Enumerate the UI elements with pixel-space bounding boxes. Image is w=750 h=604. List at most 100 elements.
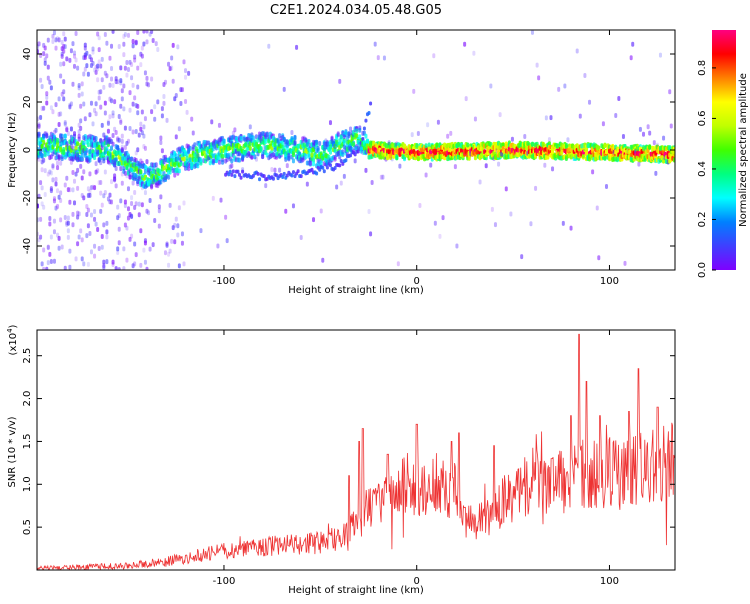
heatmap-cell (123, 199, 127, 205)
heatmap-cell (85, 147, 89, 153)
heatmap-cell (270, 166, 274, 172)
colorbar-gradient (712, 30, 736, 270)
heatmap-cell (116, 204, 120, 210)
heatmap-cell (54, 205, 58, 211)
heatmap-cell (588, 99, 592, 105)
heatmap-cell (369, 231, 373, 237)
heatmap-cell (89, 249, 93, 255)
heatmap-cell (489, 83, 493, 89)
heatmap-cell (86, 71, 90, 77)
colorbar-ticks: 0.0 0.2 0.4 0.6 0.8 (697, 60, 716, 278)
heatmap-cell (68, 248, 72, 254)
heatmap-cell (290, 130, 294, 136)
heatmap-cell (126, 206, 130, 212)
heatmap-cell (159, 135, 163, 141)
heatmap-cell (125, 72, 129, 78)
heatmap-cell (37, 41, 41, 47)
heatmap-cell (43, 191, 47, 197)
heatmap-cell (116, 79, 120, 85)
heatmap-cell (509, 211, 513, 217)
heatmap-cell (177, 205, 181, 211)
heatmap-cell (76, 214, 80, 220)
heatmap-cell (89, 62, 93, 68)
heatmap-cell (319, 160, 323, 166)
heatmap-cell (63, 36, 67, 42)
heatmap-cell (120, 180, 124, 186)
heatmap-cell (358, 134, 362, 140)
heatmap-cell (91, 60, 95, 66)
heatmap-cell (134, 172, 138, 178)
heatmap-cell (110, 179, 114, 185)
heatmap-cell (128, 125, 132, 131)
heatmap-cell (125, 257, 129, 263)
heatmap-cell (299, 234, 303, 240)
heatmap-cell (642, 131, 646, 137)
heatmap-cell (114, 183, 118, 189)
heatmap-cell (56, 188, 60, 194)
heatmap-cell (66, 130, 70, 136)
heatmap-cell (412, 88, 416, 94)
heatmap-cell (49, 258, 53, 264)
heatmap-cell (319, 208, 323, 214)
heatmap-cell (100, 122, 104, 128)
snr-y-tick-label: 2.5 (22, 348, 33, 364)
heatmap-cell (48, 216, 52, 222)
heatmap-cell (73, 63, 77, 69)
heatmap-cell (160, 106, 164, 112)
heatmap-cell (110, 146, 114, 152)
heatmap-cell (179, 161, 183, 167)
heatmap-cell (167, 262, 171, 268)
heatmap-cell (171, 42, 175, 48)
heatmap-cell (102, 264, 106, 270)
heatmap-cell (133, 261, 137, 267)
heatmap-cell (80, 91, 84, 97)
heatmap-cell (74, 145, 78, 151)
heatmap-cell (251, 135, 255, 141)
heatmap-cell (307, 139, 311, 145)
heatmap-cell (130, 213, 134, 219)
heatmap-cell (66, 220, 70, 226)
heatmap-cell (46, 260, 50, 266)
heatmap-cell (123, 222, 127, 228)
heatmap-cell (364, 133, 368, 139)
heatmap-cell (126, 138, 130, 144)
heatmap-cell (179, 100, 183, 106)
heatmap-y-label: Frequency (Hz) (7, 112, 18, 188)
heatmap-cell (99, 190, 103, 196)
heatmap-cell (48, 251, 52, 257)
heatmap-cell (449, 147, 453, 153)
heatmap-cell (230, 172, 234, 177)
heatmap-cell (130, 75, 134, 81)
heatmap-cell (136, 181, 140, 187)
heatmap-cell (429, 162, 433, 168)
heatmap-cell (293, 139, 297, 145)
heatmap-cell (91, 121, 95, 127)
heatmap-cell (662, 135, 666, 141)
heatmap-cell (68, 104, 72, 110)
heatmap-cell (114, 130, 118, 136)
snr-y-tick-label: 0.5 (22, 519, 33, 535)
heatmap-cell (321, 165, 325, 170)
heatmap-cell (537, 75, 541, 81)
heatmap-cell (239, 175, 243, 180)
heatmap-cell (128, 174, 132, 180)
heatmap-cell (91, 49, 95, 55)
heatmap-cell (227, 152, 231, 158)
heatmap-cell (145, 39, 149, 45)
heatmap-cell (597, 255, 601, 261)
heatmap-cell (108, 82, 112, 88)
heatmap-cell (110, 98, 114, 104)
heatmap-cell (221, 159, 225, 165)
heatmap-cell (117, 267, 121, 270)
heatmap-cell (344, 130, 348, 136)
heatmap-cell (153, 104, 157, 110)
heatmap-cell (88, 149, 92, 155)
heatmap-cell (179, 87, 183, 93)
heatmap-cell (140, 53, 144, 59)
heatmap-cell (177, 263, 181, 269)
heatmap-cell (116, 250, 120, 256)
heatmap-cell (96, 63, 100, 69)
heatmap-cell (145, 208, 149, 214)
heatmap-cell (82, 140, 86, 146)
